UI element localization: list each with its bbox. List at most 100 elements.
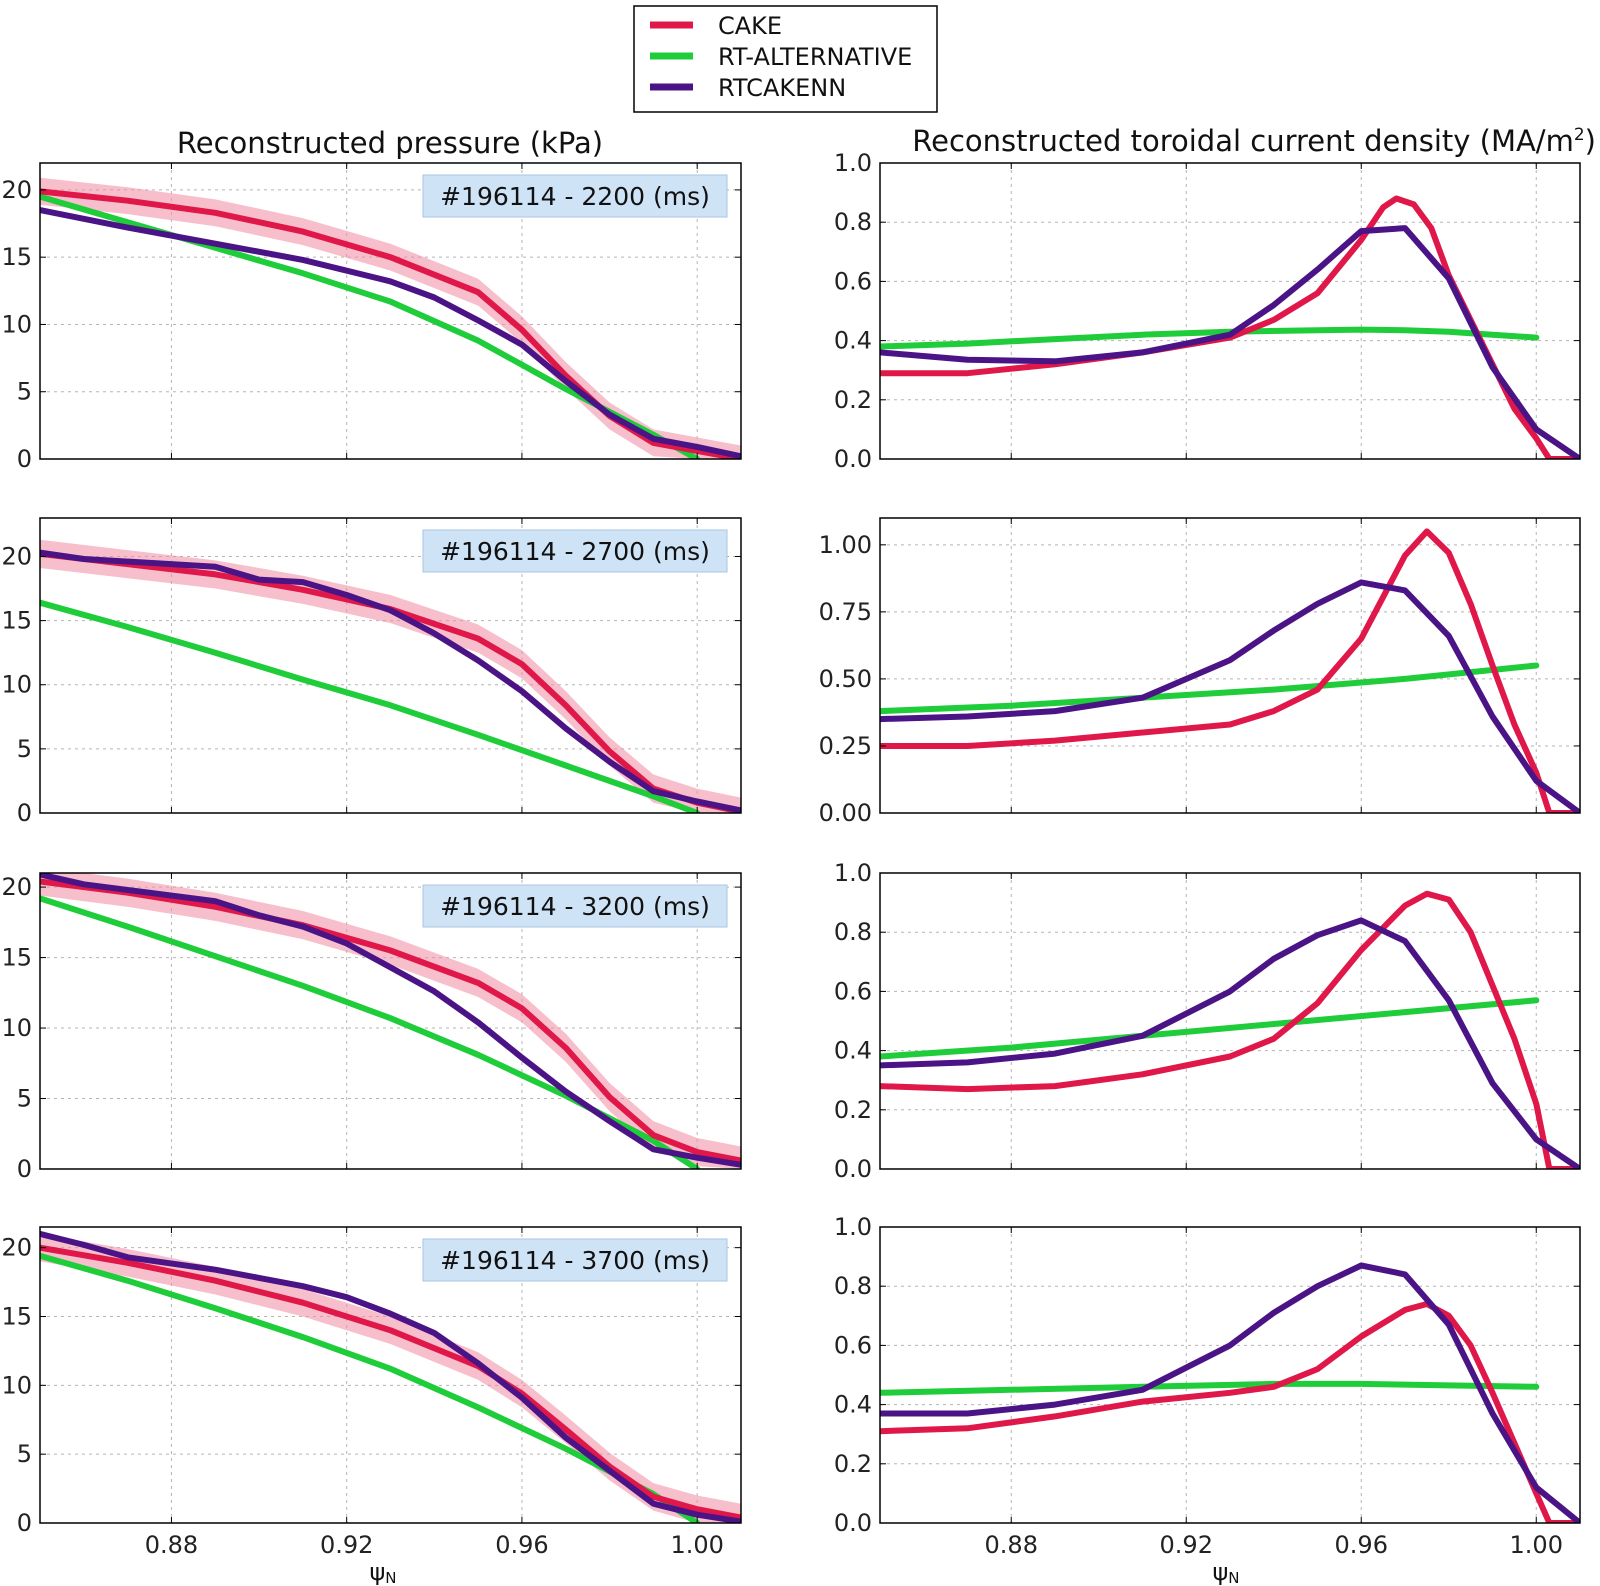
y-tick-label: 0 <box>17 445 32 473</box>
axes-frame <box>879 162 1581 460</box>
y-tick-label: 0.50 <box>819 665 872 693</box>
x-axis-label-left-main: ψ <box>369 1558 385 1586</box>
annotation-text: #196114 - 3200 (ms) <box>440 892 710 921</box>
y-tick-label: 0 <box>17 799 32 827</box>
series-line-cake <box>880 528 1580 813</box>
y-tick-label: 15 <box>1 607 32 635</box>
y-tick-label: 20 <box>1 873 32 901</box>
x-tick-label: 0.88 <box>145 1531 198 1559</box>
panel-current-2700: 0.00 0.25 0.50 0.75 1.00 <box>819 517 1581 827</box>
series-line-rt-alternative <box>880 997 1540 1060</box>
panel-current-3200: 0.0 0.2 0.4 0.6 0.8 1.0 <box>834 859 1581 1183</box>
right-title-sup: 2 <box>1574 125 1585 145</box>
x-axis-label-left: ψN <box>369 1558 396 1586</box>
x-tick-label: 1.00 <box>1510 1531 1563 1559</box>
y-tick-label: 5 <box>17 1440 32 1468</box>
uncertainty-band <box>40 539 741 813</box>
y-tick-label: 15 <box>1 1302 32 1330</box>
axes-frame <box>879 517 1581 814</box>
x-axis-label-right-main: ψ <box>1212 1558 1228 1586</box>
y-tick-label: 0.25 <box>819 732 872 760</box>
x-tick-label: 0.96 <box>1335 1531 1388 1559</box>
axes-frame <box>879 872 1581 1170</box>
x-axis-label-right-sub: N <box>1228 1569 1239 1586</box>
series-line-rtcakenn <box>40 1230 741 1523</box>
x-tick-label: 0.96 <box>495 1531 548 1559</box>
plot-area <box>40 873 741 1169</box>
y-tick-label: 0.8 <box>834 208 872 236</box>
legend-label-rtcakenn: RTCAKENN <box>718 74 846 102</box>
series-line-rt-alternative <box>40 895 701 1169</box>
legend-label-rt-alternative: RT-ALTERNATIVE <box>718 43 912 71</box>
series-line-rtcakenn <box>880 579 1580 813</box>
right-title-end: ) <box>1585 124 1596 158</box>
legend: CAKE RT-ALTERNATIVE RTCAKENN <box>633 5 938 113</box>
series-line-rtcakenn <box>880 225 1580 459</box>
x-axis-label-left-sub: N <box>385 1569 396 1586</box>
y-tick-label: 15 <box>1 944 32 972</box>
series-line-cake <box>880 890 1580 1169</box>
y-tick-label: 10 <box>1 1014 32 1042</box>
series-line-cake <box>40 878 741 1164</box>
series-line-rt-alternative <box>880 1380 1540 1396</box>
y-tick-label: 1.00 <box>819 531 872 559</box>
panel-current-2200: 0.0 0.2 0.4 0.6 0.8 1.0 <box>834 149 1581 473</box>
annotation-text: #196114 - 2200 (ms) <box>440 182 710 211</box>
y-tick-label: 0.6 <box>834 1331 872 1359</box>
panels: 0 5 10 15 20 #196114 - 2200 (ms) 0.0 0.2 0.4 0.6 0… <box>1 149 1581 1559</box>
uncertainty-band <box>40 177 741 459</box>
axes-frame <box>39 162 742 460</box>
annotation-box <box>422 1238 728 1282</box>
annotation-text: #196114 - 3700 (ms) <box>440 1246 710 1275</box>
y-tick-label: 0.6 <box>834 267 872 295</box>
plot-area <box>40 177 741 459</box>
panel-pressure-2200: 0 5 10 15 20 #196114 - 2200 (ms) <box>1 162 742 473</box>
y-tick-label: 0.8 <box>834 1272 872 1300</box>
series-line-cake <box>40 188 741 459</box>
y-tick-label: 1.0 <box>834 859 872 887</box>
y-tick-label: 20 <box>1 176 32 204</box>
panel-pressure-3200: 0 5 10 15 20 #196114 - 3200 (ms) <box>1 872 742 1183</box>
y-tick-label: 0.2 <box>834 1096 872 1124</box>
series-line-rt-alternative <box>40 599 701 813</box>
series-line-rt-alternative <box>40 193 701 459</box>
x-axis-label-right: ψN <box>1212 1558 1239 1586</box>
axes-frame <box>39 517 742 814</box>
y-tick-label: 0.0 <box>834 445 872 473</box>
series-line-rtcakenn <box>880 917 1580 1169</box>
series-line-cake <box>40 550 741 813</box>
y-tick-label: 0.2 <box>834 386 872 414</box>
annotation: #196114 - 3200 (ms) <box>422 884 728 928</box>
annotation-box <box>422 174 728 218</box>
y-tick-label: 10 <box>1 671 32 699</box>
panel-pressure-2700: 0 5 10 15 20 #196114 - 2700 (ms) <box>1 517 742 827</box>
annotation-text: #196114 - 2700 (ms) <box>440 537 710 566</box>
y-tick-label: 0.4 <box>834 327 872 355</box>
y-tick-label: 0.00 <box>819 799 872 827</box>
series-line-rtcakenn <box>40 207 741 459</box>
y-tick-label: 10 <box>1 1371 32 1399</box>
y-tick-label: 0.75 <box>819 598 872 626</box>
y-tick-label: 10 <box>1 310 32 338</box>
y-tick-label: 0 <box>17 1155 32 1183</box>
y-tick-label: 5 <box>17 1085 32 1113</box>
y-tick-label: 0.8 <box>834 918 872 946</box>
series-line-rtcakenn <box>40 873 741 1168</box>
plot-area <box>880 1262 1580 1523</box>
y-tick-label: 0.4 <box>834 1037 872 1065</box>
axes-frame <box>39 1226 742 1524</box>
axes-frame <box>39 872 742 1170</box>
right-title-main: Reconstructed toroidal current density (… <box>912 124 1574 158</box>
y-tick-label: 0.0 <box>834 1155 872 1183</box>
y-tick-label: 15 <box>1 243 32 271</box>
annotation-box <box>422 884 728 928</box>
axes-frame <box>879 1226 1581 1524</box>
y-tick-label: 0.0 <box>834 1509 872 1537</box>
plot-area <box>880 195 1580 459</box>
annotation: #196114 - 2700 (ms) <box>422 529 728 573</box>
series-line-rtcakenn <box>880 1262 1580 1523</box>
annotation-box <box>422 529 728 573</box>
annotation: #196114 - 2200 (ms) <box>422 174 728 218</box>
y-tick-label: 0 <box>17 1509 32 1537</box>
series-line-rtcakenn <box>40 549 741 813</box>
